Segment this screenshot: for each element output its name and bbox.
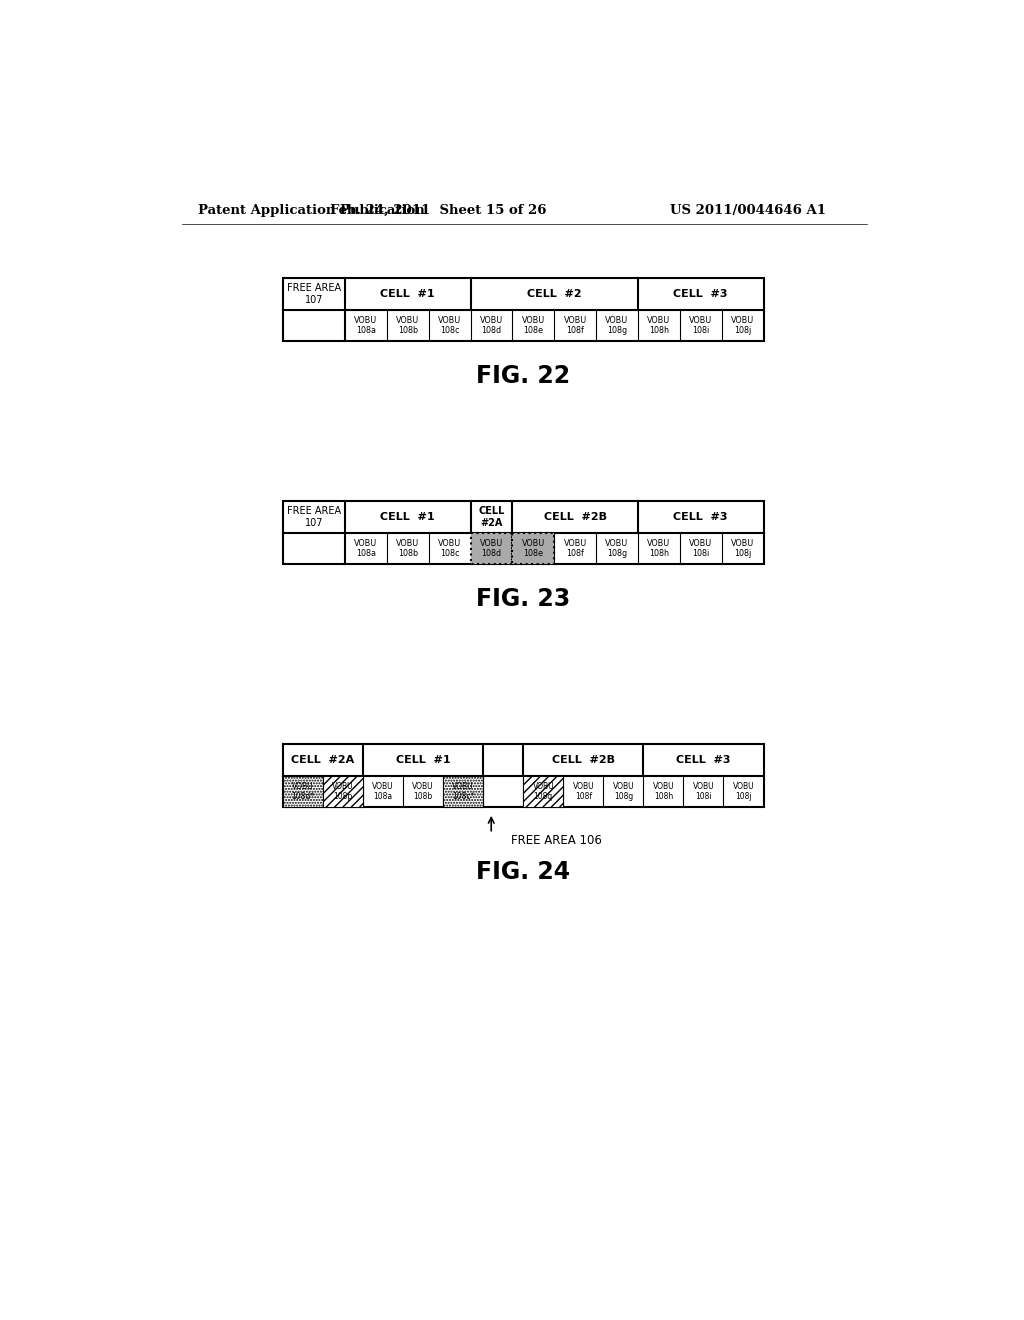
Bar [512,533,554,564]
Text: VOBU
108e: VOBU 108e [521,315,545,335]
Text: CELL  #3: CELL #3 [676,755,731,764]
Text: VOBU
108g: VOBU 108g [612,781,634,801]
Text: FREE AREA
107: FREE AREA 107 [287,282,341,305]
Text: CELL  #3: CELL #3 [674,289,728,298]
Bar [443,776,483,807]
Text: FREE AREA
107: FREE AREA 107 [287,507,341,528]
Text: VOBU
108i: VOBU 108i [689,315,713,335]
Bar [471,533,512,564]
Text: CELL  #1: CELL #1 [396,755,451,764]
Text: VOBU
108h: VOBU 108h [652,781,674,801]
Text: Feb. 24, 2011  Sheet 15 of 26: Feb. 24, 2011 Sheet 15 of 26 [330,205,546,218]
Text: VOBU
108g: VOBU 108g [605,315,629,335]
Text: VOBU
108h: VOBU 108h [647,539,671,558]
Text: VOBU
108j: VOBU 108j [731,539,755,558]
Text: VOBU
108i: VOBU 108i [692,781,715,801]
Text: CELL  #1: CELL #1 [381,512,435,523]
Bar [283,776,323,807]
Text: VOBU
108j: VOBU 108j [731,315,755,335]
Text: US 2011/0044646 A1: US 2011/0044646 A1 [671,205,826,218]
Text: FIG. 24: FIG. 24 [476,861,570,884]
Text: FIG. 22: FIG. 22 [476,363,570,388]
Text: Patent Application Publication: Patent Application Publication [198,205,425,218]
Text: VOBU
108p: VOBU 108p [332,781,354,801]
Text: VOBU
108d*: VOBU 108d* [292,781,314,801]
Text: CELL  #2B: CELL #2B [552,755,614,764]
Text: VOBU
108b: VOBU 108b [413,781,434,801]
Text: VOBU
108d: VOBU 108d [480,539,503,558]
Text: VOBU
108b: VOBU 108b [396,539,420,558]
FancyBboxPatch shape [283,502,764,564]
Text: VOBU
108b: VOBU 108b [396,315,420,335]
Text: VOBU
108j: VOBU 108j [732,781,755,801]
Text: VOBU
108f: VOBU 108f [563,315,587,335]
Text: VOBU
108f: VOBU 108f [572,781,594,801]
Text: VOBU
108c: VOBU 108c [438,315,461,335]
Text: VOBU
108c*: VOBU 108c* [452,781,474,801]
FancyBboxPatch shape [283,743,764,807]
Text: VOBU
108g: VOBU 108g [605,539,629,558]
Text: CELL  #2B: CELL #2B [544,512,606,523]
Text: CELL  #3: CELL #3 [674,512,728,523]
Text: VOBU
108a: VOBU 108a [354,315,378,335]
Text: CELL
#2A: CELL #2A [478,507,505,528]
Text: CELL  #2A: CELL #2A [292,755,354,764]
Text: VOBU
108q: VOBU 108q [532,781,554,801]
Text: VOBU
108a: VOBU 108a [354,539,378,558]
Text: VOBU
108h: VOBU 108h [647,315,671,335]
Text: VOBU
108c: VOBU 108c [438,539,461,558]
FancyBboxPatch shape [283,277,764,341]
Text: VOBU
108e: VOBU 108e [521,539,545,558]
Text: VOBU
108d: VOBU 108d [480,315,503,335]
Bar [523,776,563,807]
Text: VOBU
108f: VOBU 108f [563,539,587,558]
Text: FIG. 23: FIG. 23 [476,587,570,611]
Text: VOBU
108i: VOBU 108i [689,539,713,558]
Bar [323,776,364,807]
Text: VOBU
108a: VOBU 108a [373,781,394,801]
Text: CELL  #1: CELL #1 [381,289,435,298]
Text: CELL  #2: CELL #2 [527,289,582,298]
Text: FREE AREA 106: FREE AREA 106 [511,834,602,846]
